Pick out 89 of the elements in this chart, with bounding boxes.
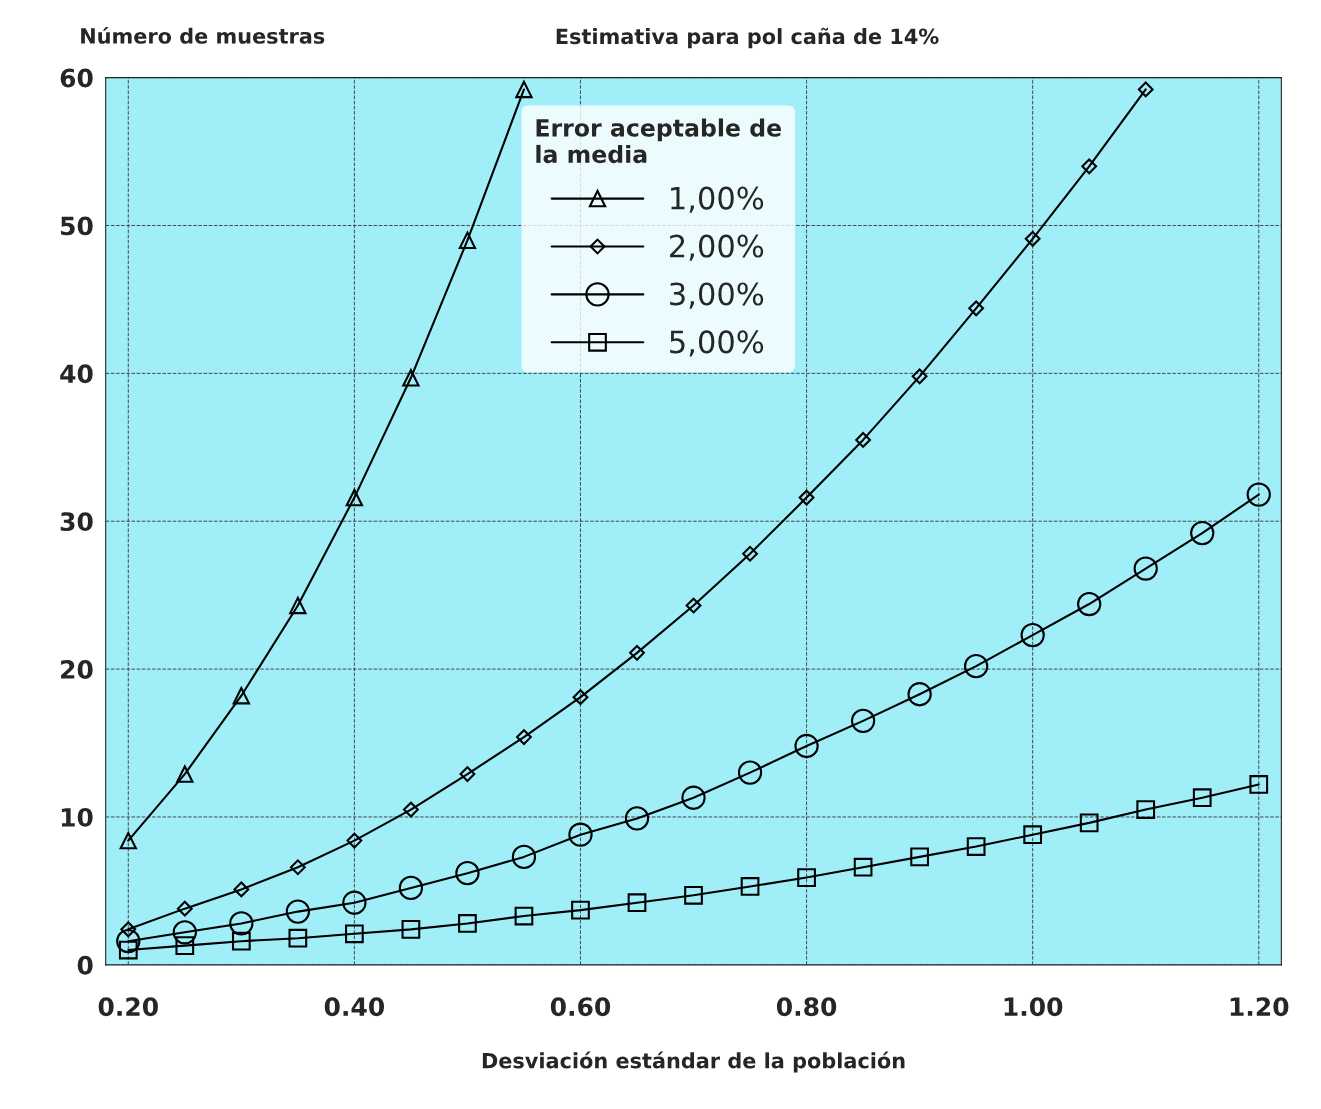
point	[1079, 813, 1099, 833]
point	[172, 920, 197, 945]
point	[911, 368, 928, 385]
x-tick-label: 1.20	[1230, 997, 1289, 1017]
point	[516, 729, 532, 746]
y-tick-label: 40	[60, 364, 93, 384]
point	[1024, 230, 1041, 247]
point	[1137, 81, 1154, 98]
legend-title: Error aceptable de la media	[536, 118, 781, 164]
point	[346, 832, 363, 849]
point	[455, 861, 480, 886]
legend-label: 2,00%	[670, 234, 764, 261]
point	[740, 877, 760, 896]
point	[514, 906, 534, 926]
point	[458, 914, 477, 933]
point	[1249, 775, 1269, 794]
point	[229, 911, 254, 936]
point	[342, 890, 367, 915]
point	[345, 924, 364, 944]
y-tick-label: 0	[77, 955, 93, 975]
point	[398, 875, 424, 901]
point	[116, 929, 141, 954]
point	[1246, 482, 1271, 507]
point	[511, 844, 537, 870]
point	[232, 687, 251, 705]
point	[120, 921, 137, 938]
point	[176, 900, 193, 917]
y-tick-label: 10	[61, 807, 93, 827]
point	[853, 857, 873, 877]
legend-label: 5,00%	[670, 330, 764, 357]
point	[288, 928, 308, 948]
point	[289, 859, 306, 876]
point	[737, 760, 763, 785]
point	[684, 885, 703, 905]
point	[850, 708, 876, 733]
point	[568, 822, 593, 847]
point	[1081, 158, 1098, 175]
y-tick-label: 50	[61, 216, 93, 236]
point	[627, 893, 647, 913]
point	[797, 868, 816, 887]
point	[572, 689, 589, 706]
point	[459, 766, 476, 782]
point	[966, 837, 986, 856]
x-tick-label: 0.20	[98, 997, 158, 1017]
point	[629, 644, 645, 661]
y-tick-label: 20	[61, 660, 93, 679]
legend-label: 3,00%	[670, 282, 764, 309]
point	[1023, 825, 1043, 845]
x-tick-label: 1.00	[1004, 997, 1063, 1017]
point	[285, 899, 311, 924]
point	[794, 733, 819, 759]
point	[231, 931, 251, 951]
point	[402, 369, 420, 387]
point	[1020, 622, 1045, 648]
point	[798, 489, 815, 506]
point	[1136, 800, 1156, 819]
point	[571, 900, 590, 920]
point	[1133, 556, 1158, 581]
y-axis-title: Número de muestras	[81, 26, 325, 44]
point	[233, 881, 250, 898]
y-tick-label: 30	[60, 512, 93, 532]
point	[907, 682, 932, 707]
point	[401, 919, 421, 939]
point	[968, 300, 985, 317]
x-tick-label: 0.80	[776, 997, 837, 1017]
point	[910, 847, 929, 867]
point	[119, 831, 137, 850]
chart-title: Estimativa para pol caña de 14%	[556, 27, 939, 49]
point	[685, 597, 702, 614]
point	[176, 765, 194, 783]
point	[624, 806, 650, 831]
point	[289, 596, 307, 615]
point	[175, 936, 195, 955]
legend-label: 1,00%	[671, 186, 764, 213]
point	[1190, 520, 1215, 546]
point	[681, 785, 706, 810]
point	[458, 231, 477, 249]
x-axis-title: Desviación estándar de la población	[482, 1051, 905, 1073]
point	[1077, 591, 1102, 617]
point	[345, 488, 364, 507]
x-tick-label: 0.60	[550, 997, 611, 1017]
point	[742, 545, 758, 562]
point	[963, 653, 989, 679]
x-tick-label: 0.40	[324, 997, 385, 1017]
point	[855, 431, 872, 448]
y-tick-label: 60	[60, 68, 93, 88]
point	[402, 801, 419, 818]
point	[1192, 788, 1212, 808]
point	[515, 80, 533, 99]
